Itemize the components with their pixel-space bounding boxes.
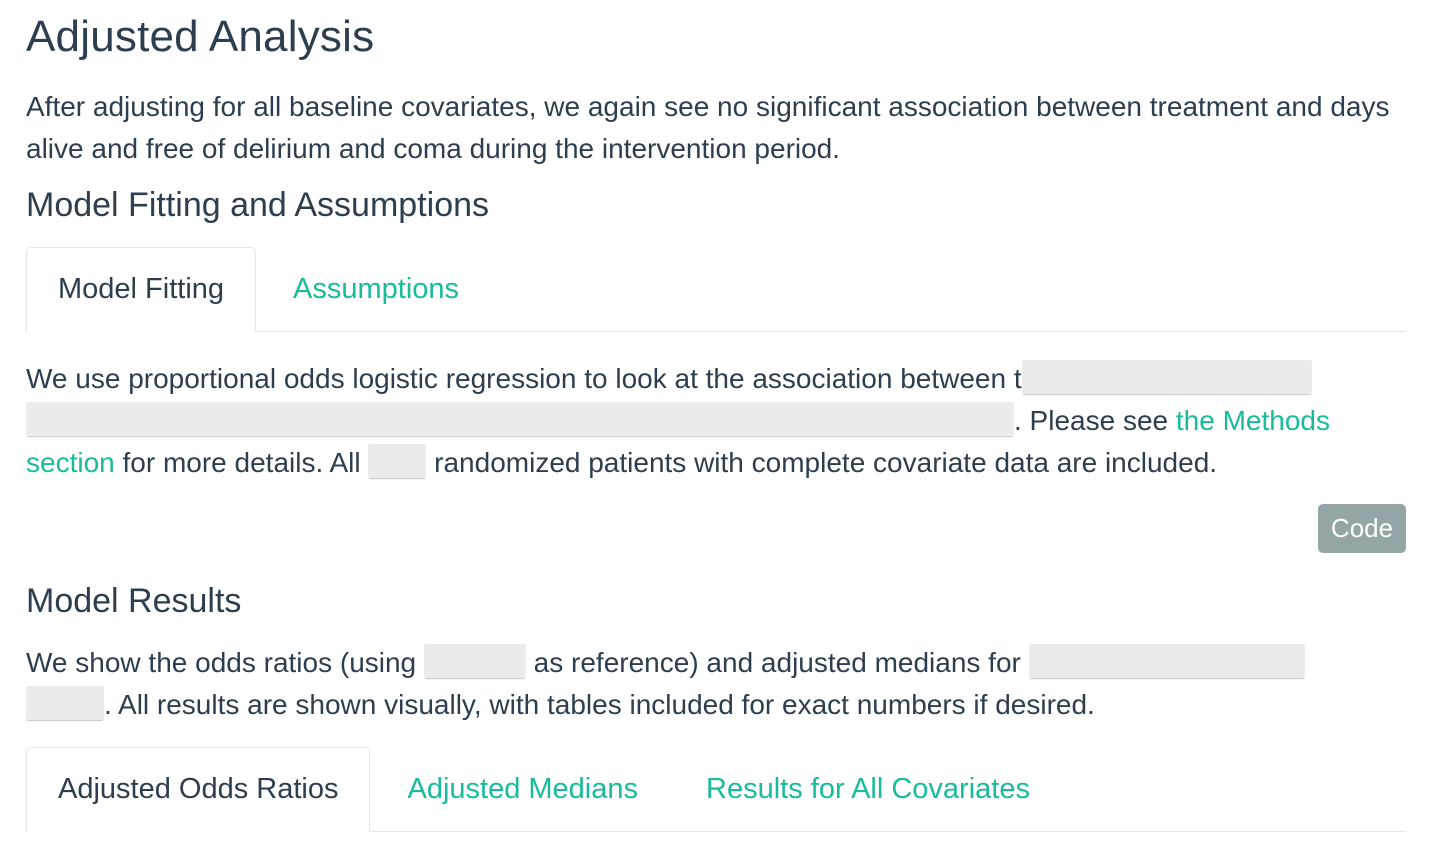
model-results-paragraph: We show the odds ratios (using as refere… bbox=[26, 642, 1406, 726]
fitting-text-part2: . Please see bbox=[1014, 405, 1176, 436]
tab-results-all-covariates[interactable]: Results for All Covariates bbox=[706, 772, 1030, 805]
redacted-block bbox=[26, 402, 1014, 436]
results-text-part2: as reference) and adjusted medians for bbox=[525, 647, 1029, 678]
tab-adjusted-medians[interactable]: Adjusted Medians bbox=[407, 772, 639, 805]
redacted-block bbox=[26, 686, 104, 720]
page-title: Adjusted Analysis bbox=[26, 12, 375, 61]
results-text-part3: . All results are shown visually, with t… bbox=[104, 689, 1095, 720]
results-tabs: Adjusted Odds Ratios Adjusted Medians Re… bbox=[26, 747, 1406, 832]
results-section-heading: Model Results bbox=[26, 582, 242, 620]
methods-section-link[interactable]: the Methods section bbox=[26, 405, 1330, 478]
tab-assumptions[interactable]: Assumptions bbox=[293, 272, 460, 305]
fitting-section-heading: Model Fitting and Assumptions bbox=[26, 186, 490, 224]
redacted-block bbox=[1021, 360, 1312, 394]
fitting-text-part4: randomized patients with complete covari… bbox=[426, 447, 1218, 478]
redacted-block bbox=[368, 444, 427, 478]
tab-adjusted-odds-ratios[interactable]: Adjusted Odds Ratios bbox=[26, 747, 371, 832]
intro-paragraph: After adjusting for all baseline covaria… bbox=[26, 91, 1390, 164]
fitting-tabs: Model Fitting Assumptions bbox=[26, 247, 1406, 332]
redacted-block bbox=[1028, 644, 1305, 678]
fitting-text-part3: for more details. All bbox=[114, 447, 369, 478]
redacted-block bbox=[423, 644, 526, 678]
code-button[interactable]: Code bbox=[1318, 504, 1406, 553]
model-fitting-paragraph: We use proportional odds logistic regres… bbox=[26, 358, 1406, 484]
results-text-part1: We show the odds ratios (using bbox=[26, 647, 424, 678]
fitting-text-part1: We use proportional odds logistic regres… bbox=[26, 363, 1022, 394]
tab-model-fitting[interactable]: Model Fitting bbox=[26, 247, 257, 332]
